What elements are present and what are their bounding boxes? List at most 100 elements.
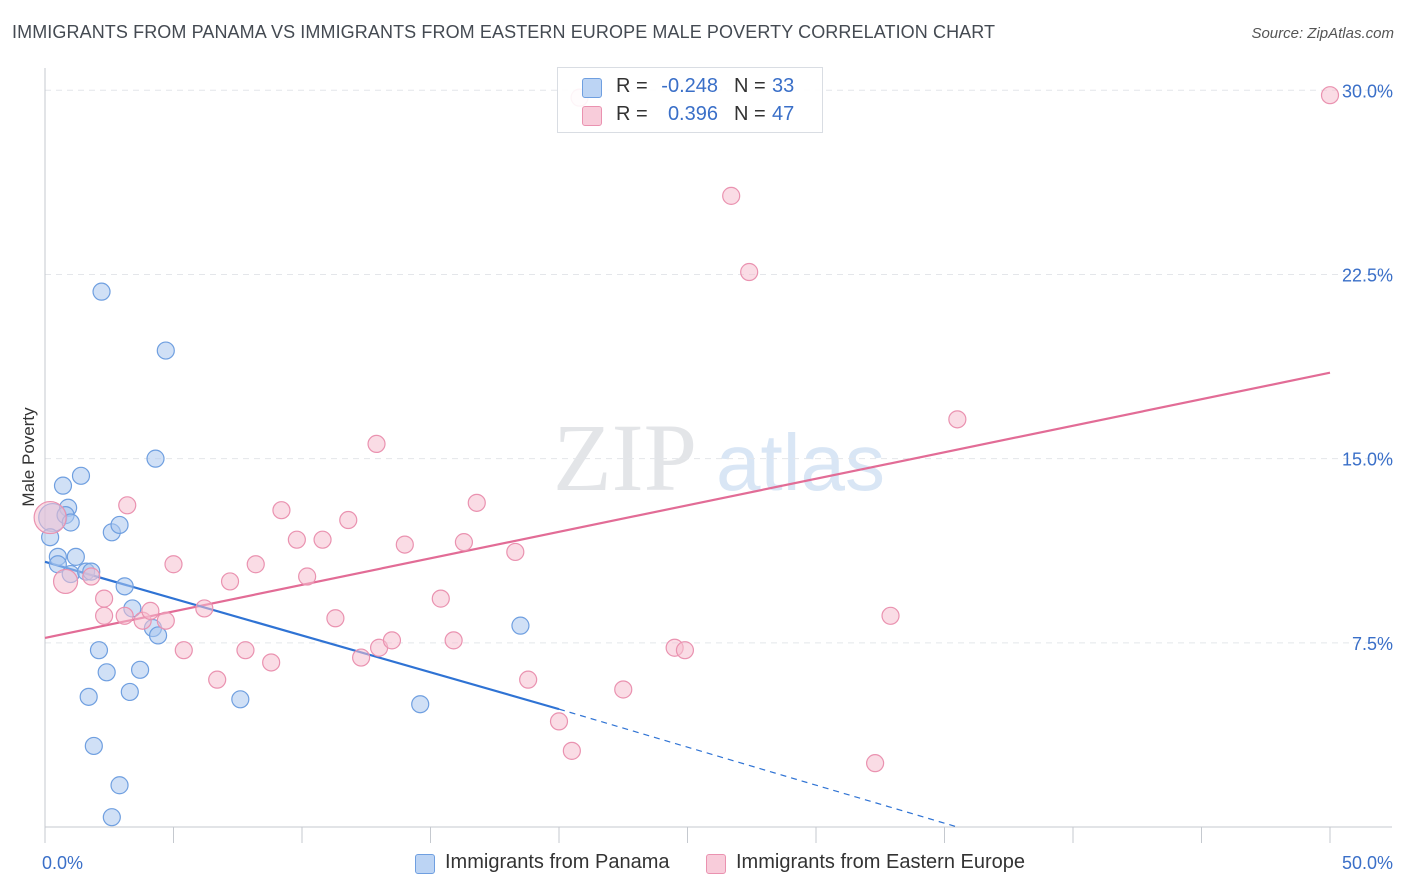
data-point-eastern-europe	[467, 493, 486, 512]
data-point-eastern-europe	[722, 186, 741, 205]
data-point-eastern-europe	[395, 535, 414, 554]
bottom-legend-swatch-blue	[415, 854, 435, 874]
legend-n-value: 33	[772, 75, 795, 97]
data-point-eastern-europe	[339, 510, 358, 530]
legend-r-value: -0.248	[661, 75, 718, 97]
data-point-eastern-europe	[287, 530, 306, 549]
y-tick-label: 30.0%	[1342, 81, 1393, 101]
data-point-panama	[110, 776, 129, 795]
data-point-eastern-europe	[1320, 86, 1340, 105]
y-tick-label: 15.0%	[1342, 450, 1393, 470]
data-point-eastern-europe	[33, 500, 67, 535]
data-point-panama	[115, 577, 134, 596]
data-point-eastern-europe	[220, 572, 240, 591]
y-tick-labels: 7.5% 15.0% 22.5% 30.0%	[1342, 81, 1393, 654]
data-point-eastern-europe	[52, 568, 79, 595]
data-point-eastern-europe	[382, 631, 402, 650]
bottom-legend-swatch-pink	[706, 854, 726, 874]
data-point-eastern-europe	[95, 589, 114, 608]
legend-n-label: N =	[734, 75, 766, 97]
data-point-eastern-europe	[195, 599, 214, 618]
watermark: ZIP atlas	[553, 404, 885, 511]
legend-row-panama: R = -0.248 N = 33	[558, 74, 822, 102]
legend-swatch-pink	[582, 106, 602, 126]
legend-swatch-blue	[582, 78, 602, 98]
data-point-eastern-europe	[95, 606, 114, 625]
data-point-panama	[156, 341, 175, 360]
x-tick-label: 0.0%	[42, 853, 83, 873]
x-tick-label: 50.0%	[1342, 853, 1393, 873]
data-point-panama	[130, 660, 150, 679]
data-point-panama	[102, 808, 121, 827]
data-point-eastern-europe	[562, 741, 581, 760]
series-panama-points	[38, 282, 530, 827]
watermark-atlas: atlas	[716, 418, 885, 507]
data-point-eastern-europe	[549, 712, 569, 731]
data-point-eastern-europe	[156, 611, 175, 630]
data-point-panama	[53, 476, 73, 495]
legend-r-label: R =	[616, 75, 648, 97]
data-point-panama	[148, 626, 168, 645]
data-point-eastern-europe	[866, 754, 885, 773]
trend-line-panama-extension	[558, 708, 958, 828]
chart-title: IMMIGRANTS FROM PANAMA VS IMMIGRANTS FRO…	[12, 22, 996, 42]
chart-source: Source: ZipAtlas.com	[1251, 25, 1394, 42]
y-tick-label: 22.5%	[1342, 265, 1393, 285]
data-point-eastern-europe	[326, 609, 345, 628]
data-point-eastern-europe	[115, 606, 134, 625]
data-point-eastern-europe	[506, 542, 525, 562]
data-point-panama	[66, 547, 85, 566]
data-point-panama	[97, 663, 116, 682]
data-point-eastern-europe	[236, 641, 255, 660]
data-point-eastern-europe	[454, 533, 474, 552]
y-tick-label: 7.5%	[1352, 634, 1393, 654]
data-point-eastern-europe	[352, 648, 371, 667]
bottom-legend-label: Immigrants from Eastern Europe	[736, 851, 1025, 873]
data-point-eastern-europe	[740, 262, 759, 282]
data-point-eastern-europe	[313, 530, 332, 549]
data-point-eastern-europe	[82, 567, 101, 586]
data-point-eastern-europe	[118, 496, 137, 515]
y-axis-label: Male Poverty	[19, 407, 38, 507]
data-point-panama	[79, 687, 98, 706]
data-point-eastern-europe	[272, 501, 291, 520]
data-point-eastern-europe	[246, 555, 265, 574]
bottom-legend-label: Immigrants from Panama	[445, 851, 670, 873]
trend-line-eastern-europe	[44, 371, 1331, 639]
data-point-eastern-europe	[519, 670, 538, 689]
data-point-eastern-europe	[262, 653, 281, 672]
x-tick-labels: 0.0% 50.0%	[42, 853, 1393, 873]
data-point-eastern-europe	[298, 567, 317, 586]
data-point-eastern-europe	[948, 410, 967, 429]
legend-r-label: R =	[616, 103, 648, 125]
data-point-panama	[89, 641, 109, 660]
data-point-eastern-europe	[141, 601, 160, 620]
data-point-eastern-europe	[675, 641, 695, 660]
data-point-eastern-europe	[208, 670, 227, 689]
data-point-eastern-europe	[444, 631, 463, 650]
data-point-eastern-europe	[174, 641, 193, 660]
legend-row-eastern-europe: R = 0.396 N = 47	[558, 102, 822, 130]
series-eastern-europe-points	[33, 86, 1340, 773]
data-point-panama	[146, 449, 165, 468]
data-point-panama	[92, 282, 111, 301]
data-point-panama	[411, 695, 430, 714]
axes	[44, 68, 1392, 843]
data-point-panama	[71, 466, 91, 485]
data-point-panama	[84, 736, 103, 756]
data-point-eastern-europe	[164, 555, 183, 574]
data-point-panama	[110, 515, 129, 535]
gridlines	[45, 89, 1392, 644]
data-point-eastern-europe	[881, 606, 900, 625]
data-point-panama	[511, 616, 530, 635]
legend-n-label: N =	[734, 103, 766, 125]
correlation-legend: R = -0.248 N = 33 R = 0.396 N = 47	[557, 67, 823, 133]
data-point-eastern-europe	[614, 680, 633, 699]
data-point-panama	[120, 682, 139, 702]
data-point-panama	[231, 690, 250, 709]
legend-n-value: 47	[772, 103, 795, 125]
legend-r-value: 0.396	[667, 103, 718, 125]
data-point-eastern-europe	[431, 589, 450, 608]
data-point-eastern-europe	[367, 434, 386, 454]
